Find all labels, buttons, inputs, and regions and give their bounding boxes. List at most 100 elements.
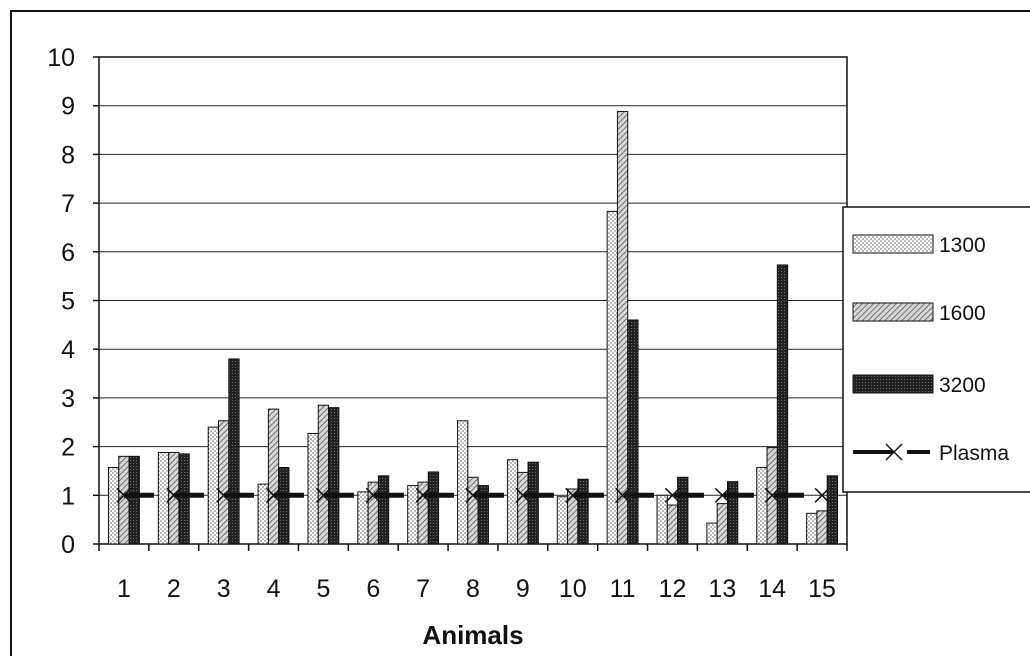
x-tick-label: 7 <box>416 575 430 603</box>
y-tick-label: 2 <box>61 434 75 462</box>
bar-series-1300-animal-7 <box>407 485 419 545</box>
bar-series-1300-animal-10 <box>556 496 569 545</box>
bar-series-1600-animal-1 <box>118 455 130 545</box>
bar-series-1300-animal-6 <box>357 491 369 545</box>
bar-series-3200-animal-1 <box>128 455 140 545</box>
bar-series-3200-animal-14 <box>776 264 789 545</box>
bar-series-1300-animal-14 <box>756 467 768 545</box>
plasma-marker <box>615 487 631 503</box>
legend-label: 3200 <box>939 374 986 397</box>
legend-box <box>842 206 1030 493</box>
bar-series-1600-animal-13 <box>716 503 728 545</box>
bar-series-3200-animal-13 <box>726 481 739 545</box>
plasma-marker <box>116 487 132 503</box>
plasma-marker <box>266 487 282 503</box>
x-tick-label: 11 <box>610 575 636 603</box>
plasma-series <box>116 487 830 503</box>
legend-item-1600: 1600 <box>852 302 986 325</box>
bar-series-1300-animal-13 <box>706 522 718 545</box>
plasma-marker <box>415 487 431 503</box>
y-tick-label: 6 <box>61 239 75 267</box>
bar-series-1300-animal-11 <box>606 210 618 545</box>
bar-series-3200-animal-12 <box>677 476 689 545</box>
y-tick-label: 9 <box>61 93 75 121</box>
bar-series-1600-animal-12 <box>666 504 679 545</box>
plasma-marker <box>216 487 232 503</box>
x-axis-ticks: 1 2 3 4 5 6 7 8 9 10 11 12 13 14 15 <box>98 544 848 603</box>
x-tick-label: 9 <box>516 575 530 603</box>
y-tick-label: 0 <box>61 531 75 559</box>
y-tick-label: 8 <box>61 141 75 169</box>
x-axis-title: Animals <box>422 620 523 650</box>
plasma-marker <box>565 487 581 503</box>
gridlines <box>99 105 847 496</box>
bar-series-1300-animal-3 <box>207 426 220 545</box>
x-tick-label: 6 <box>366 575 380 603</box>
bar-series-3200-animal-11 <box>627 319 639 545</box>
plasma-marker <box>166 487 182 503</box>
plasma-marker <box>515 487 531 503</box>
bar-series-3200-animal-5 <box>328 407 340 545</box>
bar-series-1600-animal-11 <box>616 111 629 545</box>
x-tick-label: 3 <box>217 575 231 603</box>
legend-swatch <box>852 234 934 254</box>
x-tick-label: 13 <box>708 575 736 603</box>
x-tick-label: 5 <box>316 575 330 603</box>
plasma-marker <box>764 487 780 503</box>
bar-series-1600-animal-3 <box>218 420 230 545</box>
legend-item-3200: 3200 <box>852 374 986 397</box>
bars <box>107 111 839 545</box>
bar-series-3200-animal-6 <box>377 475 390 545</box>
bar-series-3200-animal-15 <box>826 475 839 545</box>
bar-series-1600-animal-15 <box>816 510 828 545</box>
y-tick-label: 3 <box>61 385 75 413</box>
x-tick-label: 12 <box>659 575 687 603</box>
y-tick-label: 5 <box>61 288 75 316</box>
plasma-marker <box>365 487 381 503</box>
legend-label: 1300 <box>939 234 986 257</box>
legend-swatch <box>852 374 934 394</box>
plasma-marker <box>714 487 730 503</box>
y-axis-ticks: 0 1 2 3 4 5 6 7 8 9 10 <box>47 44 99 559</box>
y-tick-label: 1 <box>61 482 75 510</box>
x-tick-label: 2 <box>167 575 181 603</box>
bar-series-1300-animal-8 <box>457 420 469 545</box>
legend-label: Plasma <box>939 442 1009 465</box>
legend: 1300 1600 3200 Plasma <box>842 206 1030 493</box>
legend-item-1300: 1300 <box>852 234 986 257</box>
plasma-marker <box>465 487 481 503</box>
x-tick-label: 15 <box>808 575 836 603</box>
bar-series-3200-animal-4 <box>278 467 290 545</box>
legend-marker-x <box>885 443 903 461</box>
bar-series-1300-animal-2 <box>157 451 170 545</box>
x-tick-label: 10 <box>559 575 587 603</box>
bar-series-1300-animal-4 <box>257 483 269 545</box>
plasma-marker <box>315 487 331 503</box>
legend-label: 1600 <box>939 302 986 325</box>
bar-series-1600-animal-8 <box>467 476 479 545</box>
x-tick-label: 8 <box>466 575 480 603</box>
bar-series-1600-animal-4 <box>267 408 280 545</box>
legend-swatch <box>852 302 934 322</box>
bar-series-3200-animal-2 <box>178 453 190 545</box>
bar-series-1600-animal-9 <box>517 471 529 545</box>
bar-series-3200-animal-3 <box>228 358 240 545</box>
y-tick-label: 7 <box>61 190 75 218</box>
bar-series-3200-animal-7 <box>427 471 440 545</box>
bar-series-3200-animal-8 <box>477 485 489 545</box>
bar-series-1300-animal-15 <box>806 512 818 545</box>
plasma-marker <box>814 487 830 503</box>
plasma-marker <box>664 487 680 503</box>
bar-series-1300-animal-1 <box>107 467 120 545</box>
y-tick-label: 10 <box>47 44 75 72</box>
bar-series-1600-animal-5 <box>317 404 330 545</box>
x-tick-label: 4 <box>267 575 281 603</box>
legend-item-Plasma: Plasma <box>853 442 1009 465</box>
y-tick-label: 4 <box>61 336 75 364</box>
x-tick-label: 1 <box>117 575 131 603</box>
x-tick-label: 14 <box>758 575 786 603</box>
bar-series-3200-animal-9 <box>527 461 539 545</box>
bar-series-3200-animal-10 <box>577 478 589 545</box>
